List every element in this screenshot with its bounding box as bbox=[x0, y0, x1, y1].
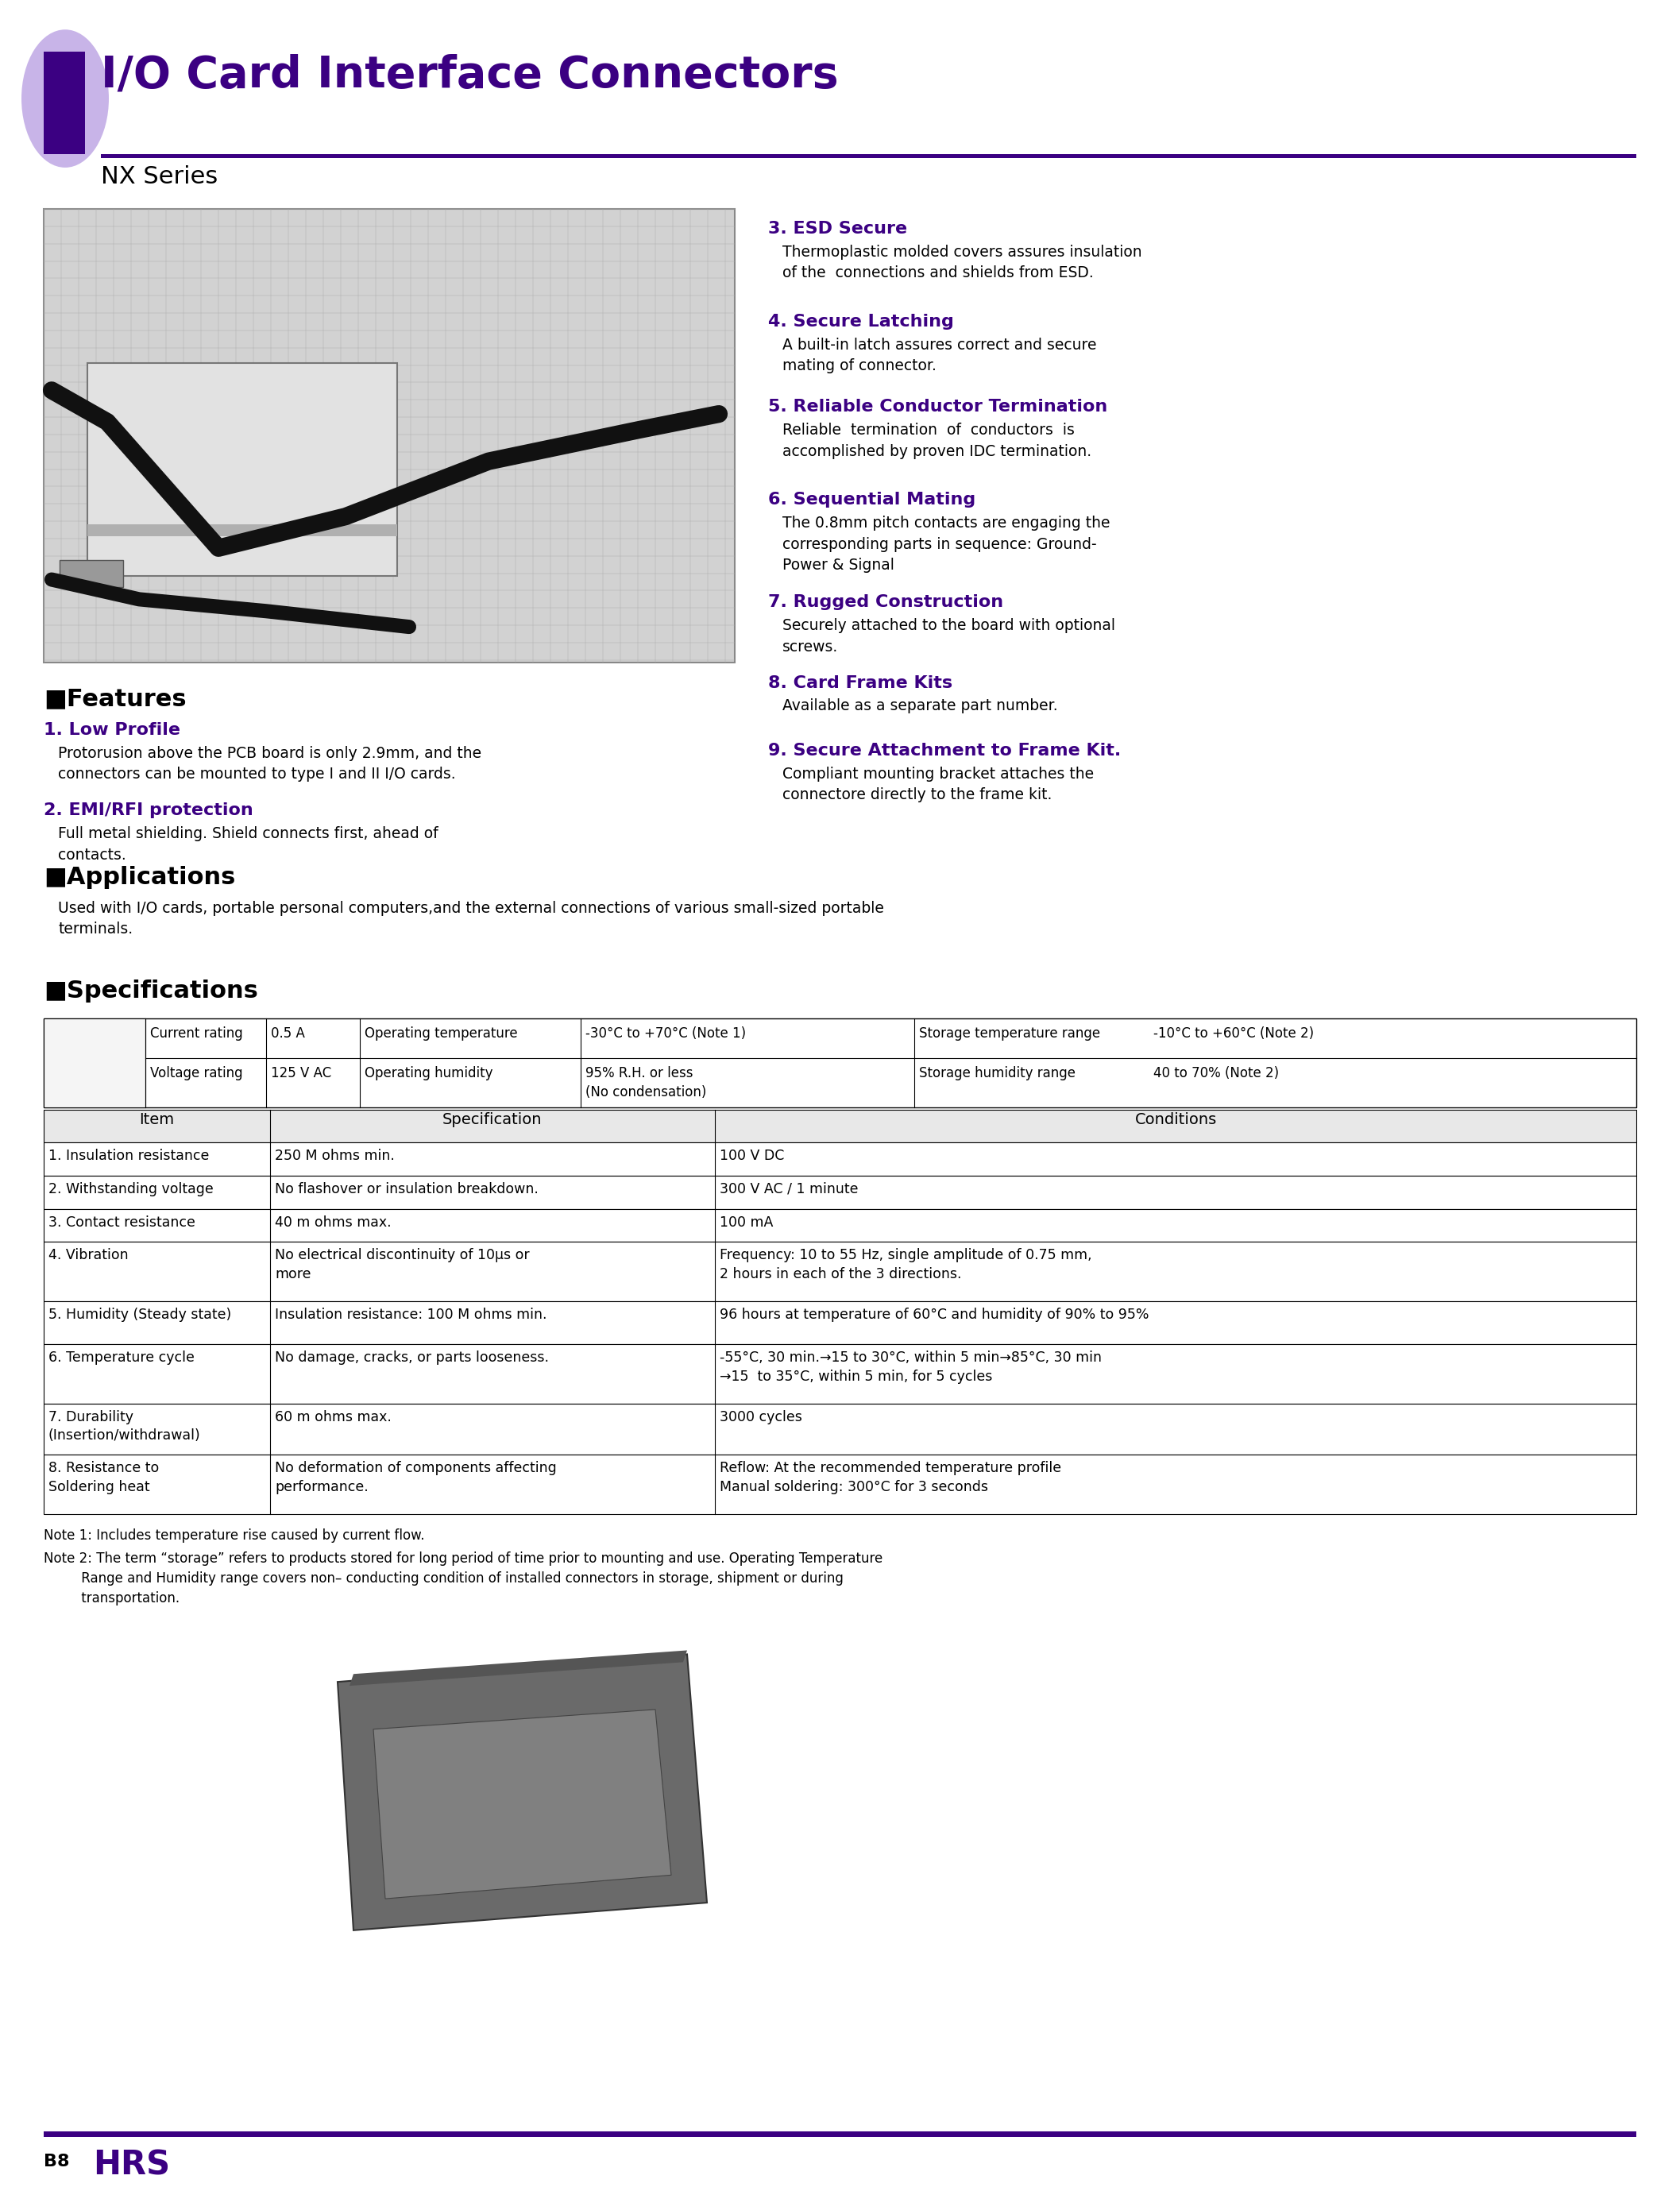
Text: ■Specifications: ■Specifications bbox=[44, 980, 259, 1002]
Text: Reflow: At the recommended temperature profile
Manual soldering: 300°C for 3 sec: Reflow: At the recommended temperature p… bbox=[719, 1461, 1062, 1494]
Text: Note 2: The term “storage” refers to products stored for long period of time pri: Note 2: The term “storage” refers to pro… bbox=[44, 1553, 882, 1605]
Text: No damage, cracks, or parts looseness.: No damage, cracks, or parts looseness. bbox=[276, 1352, 549, 1365]
Text: Frequency: 10 to 55 Hz, single amplitude of 0.75 mm,
2 hours in each of the 3 di: Frequency: 10 to 55 Hz, single amplitude… bbox=[719, 1249, 1092, 1282]
Text: 2. EMI/RFI protection: 2. EMI/RFI protection bbox=[44, 803, 254, 818]
Text: 6. Sequential Mating: 6. Sequential Mating bbox=[768, 492, 976, 507]
Text: Specification: Specification bbox=[442, 1113, 543, 1126]
Ellipse shape bbox=[22, 31, 109, 168]
Text: 1. Insulation resistance: 1. Insulation resistance bbox=[49, 1148, 210, 1163]
Bar bbox=[101, 153, 1636, 157]
Text: 4. Secure Latching: 4. Secure Latching bbox=[768, 313, 954, 330]
Text: Used with I/O cards, portable personal computers,and the external connections of: Used with I/O cards, portable personal c… bbox=[59, 901, 884, 936]
Text: A built-in latch assures correct and secure
mating of connector.: A built-in latch assures correct and sec… bbox=[783, 337, 1097, 374]
Bar bbox=[87, 525, 396, 536]
Text: Item: Item bbox=[139, 1113, 175, 1126]
Text: Note 1: Includes temperature rise caused by current flow.: Note 1: Includes temperature rise caused… bbox=[44, 1529, 425, 1542]
Bar bbox=[44, 1019, 1636, 1107]
Polygon shape bbox=[338, 1653, 707, 1931]
Text: No flashover or insulation breakdown.: No flashover or insulation breakdown. bbox=[276, 1181, 539, 1196]
Text: 40 to 70% (Note 2): 40 to 70% (Note 2) bbox=[1154, 1065, 1278, 1080]
Polygon shape bbox=[373, 1710, 672, 1898]
Text: 7. Durability
(Insertion/withdrawal): 7. Durability (Insertion/withdrawal) bbox=[49, 1411, 202, 1443]
Bar bbox=[44, 1209, 1636, 1242]
Text: 3. Contact resistance: 3. Contact resistance bbox=[49, 1216, 195, 1229]
Bar bbox=[44, 1177, 1636, 1209]
Text: 300 V AC / 1 minute: 300 V AC / 1 minute bbox=[719, 1181, 858, 1196]
Bar bbox=[44, 210, 734, 663]
Text: B8: B8 bbox=[44, 2154, 69, 2170]
Text: Full metal shielding. Shield connects first, ahead of
contacts.: Full metal shielding. Shield connects fi… bbox=[59, 827, 438, 862]
Text: ■Applications: ■Applications bbox=[44, 866, 235, 888]
Text: -10°C to +60°C (Note 2): -10°C to +60°C (Note 2) bbox=[1154, 1026, 1314, 1041]
Bar bbox=[59, 560, 123, 588]
Text: 1. Low Profile: 1. Low Profile bbox=[44, 722, 180, 739]
Text: Conditions: Conditions bbox=[1134, 1113, 1216, 1126]
Text: Compliant mounting bracket attaches the
connectore directly to the frame kit.: Compliant mounting bracket attaches the … bbox=[783, 765, 1094, 803]
Bar bbox=[44, 1345, 1636, 1404]
Text: I/O Card Interface Connectors: I/O Card Interface Connectors bbox=[101, 55, 838, 96]
Text: 3. ESD Secure: 3. ESD Secure bbox=[768, 221, 907, 236]
Text: Storage humidity range: Storage humidity range bbox=[919, 1065, 1075, 1080]
Text: 9. Secure Attachment to Frame Kit.: 9. Secure Attachment to Frame Kit. bbox=[768, 744, 1121, 759]
Text: Voltage rating: Voltage rating bbox=[150, 1065, 244, 1080]
Text: The 0.8mm pitch contacts are engaging the
corresponding parts in sequence: Groun: The 0.8mm pitch contacts are engaging th… bbox=[783, 516, 1110, 573]
Bar bbox=[44, 1301, 1636, 1345]
Text: 60 m ohms max.: 60 m ohms max. bbox=[276, 1411, 391, 1424]
Bar bbox=[44, 1109, 1636, 1142]
Bar bbox=[87, 363, 396, 575]
Text: 100 V DC: 100 V DC bbox=[719, 1148, 785, 1163]
Text: No deformation of components affecting
performance.: No deformation of components affecting p… bbox=[276, 1461, 556, 1494]
Text: Protorusion above the PCB board is only 2.9mm, and the
connectors can be mounted: Protorusion above the PCB board is only … bbox=[59, 746, 482, 783]
Bar bbox=[44, 1242, 1636, 1301]
Text: 7. Rugged Construction: 7. Rugged Construction bbox=[768, 595, 1003, 610]
Bar bbox=[44, 50, 86, 153]
Bar bbox=[44, 1454, 1636, 1513]
Text: 8. Card Frame Kits: 8. Card Frame Kits bbox=[768, 676, 953, 691]
Text: 6. Temperature cycle: 6. Temperature cycle bbox=[49, 1352, 195, 1365]
Text: 125 V AC: 125 V AC bbox=[270, 1065, 331, 1080]
Text: Storage temperature range: Storage temperature range bbox=[919, 1026, 1100, 1041]
Text: No electrical discontinuity of 10μs or
more: No electrical discontinuity of 10μs or m… bbox=[276, 1249, 529, 1282]
Text: 4. Vibration: 4. Vibration bbox=[49, 1249, 128, 1262]
Text: Thermoplastic molded covers assures insulation
of the  connections and shields f: Thermoplastic molded covers assures insu… bbox=[783, 245, 1142, 280]
Text: 2. Withstanding voltage: 2. Withstanding voltage bbox=[49, 1181, 213, 1196]
Text: Operating humidity: Operating humidity bbox=[365, 1065, 492, 1080]
Text: Reliable  termination  of  conductors  is
accomplished by proven IDC termination: Reliable termination of conductors is ac… bbox=[783, 422, 1092, 459]
Text: Operating temperature: Operating temperature bbox=[365, 1026, 517, 1041]
Text: 250 M ohms min.: 250 M ohms min. bbox=[276, 1148, 395, 1163]
Text: 0.5 A: 0.5 A bbox=[270, 1026, 306, 1041]
Text: 40 m ohms max.: 40 m ohms max. bbox=[276, 1216, 391, 1229]
Text: Available as a separate part number.: Available as a separate part number. bbox=[783, 698, 1058, 713]
Text: 95% R.H. or less
(No condensation): 95% R.H. or less (No condensation) bbox=[585, 1065, 707, 1100]
Text: Insulation resistance: 100 M ohms min.: Insulation resistance: 100 M ohms min. bbox=[276, 1308, 548, 1321]
Text: -55°C, 30 min.→15 to 30°C, within 5 min→85°C, 30 min
→15  to 35°C, within 5 min,: -55°C, 30 min.→15 to 30°C, within 5 min→… bbox=[719, 1352, 1102, 1384]
Bar bbox=[44, 1019, 146, 1107]
Text: Securely attached to the board with optional
screws.: Securely attached to the board with opti… bbox=[783, 619, 1116, 654]
Text: 5. Humidity (Steady state): 5. Humidity (Steady state) bbox=[49, 1308, 232, 1321]
Text: 96 hours at temperature of 60°C and humidity of 90% to 95%: 96 hours at temperature of 60°C and humi… bbox=[719, 1308, 1149, 1321]
Text: 8. Resistance to
Soldering heat: 8. Resistance to Soldering heat bbox=[49, 1461, 160, 1494]
Bar bbox=[44, 2132, 1636, 2137]
Polygon shape bbox=[349, 1651, 687, 1686]
Text: Current rating: Current rating bbox=[150, 1026, 244, 1041]
Text: -30°C to +70°C (Note 1): -30°C to +70°C (Note 1) bbox=[585, 1026, 746, 1041]
Text: Ratings: Ratings bbox=[67, 1050, 121, 1063]
Bar bbox=[44, 1404, 1636, 1454]
Text: NX Series: NX Series bbox=[101, 166, 218, 188]
Bar bbox=[44, 1142, 1636, 1177]
Text: 100 mA: 100 mA bbox=[719, 1216, 773, 1229]
Text: 5. Reliable Conductor Termination: 5. Reliable Conductor Termination bbox=[768, 398, 1107, 416]
Text: ■Features: ■Features bbox=[44, 687, 186, 711]
Text: HRS: HRS bbox=[92, 2148, 170, 2183]
Text: 3000 cycles: 3000 cycles bbox=[719, 1411, 801, 1424]
